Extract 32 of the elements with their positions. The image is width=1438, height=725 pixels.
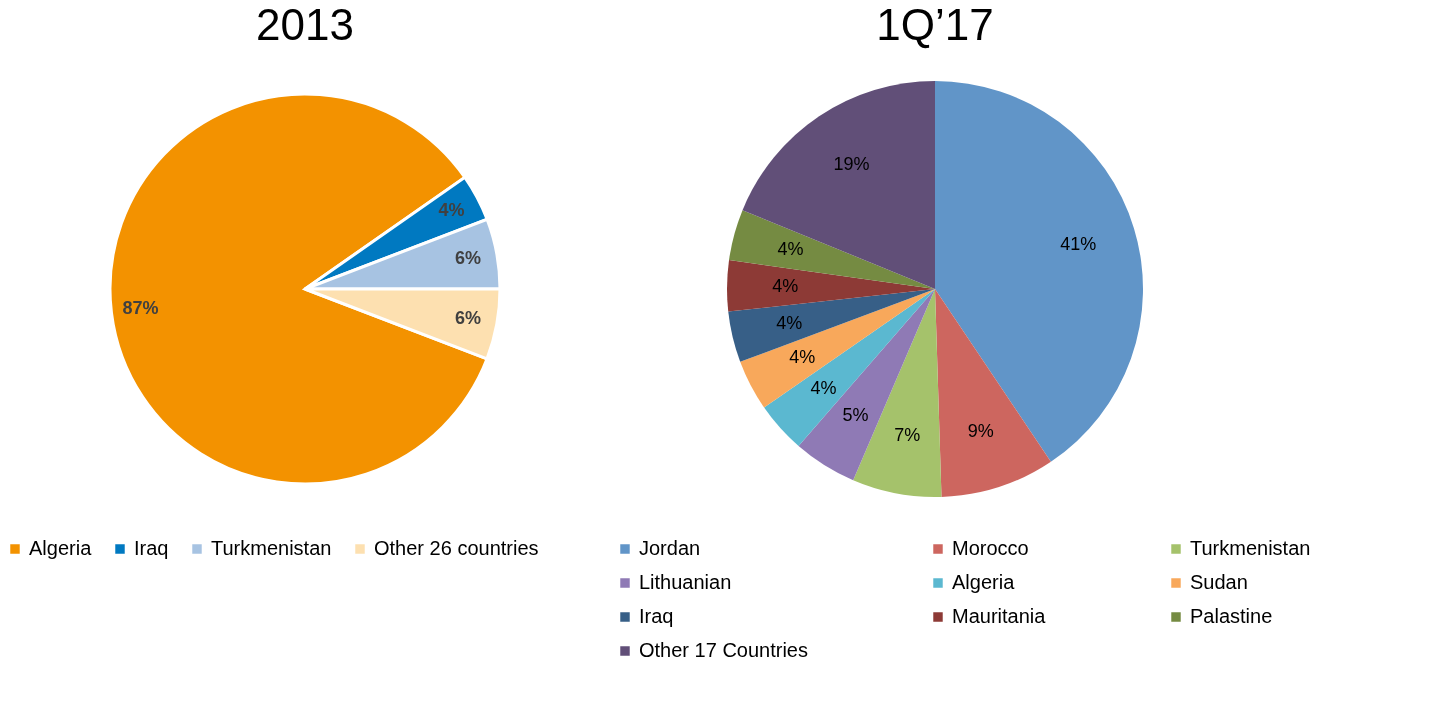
chart-title: 1Q’17 bbox=[876, 0, 994, 49]
legend-label: Sudan bbox=[1190, 571, 1248, 593]
legend-label: Turkmenistan bbox=[1190, 537, 1311, 559]
data-label: 4% bbox=[776, 312, 803, 333]
data-label: 87% bbox=[122, 298, 159, 319]
legend-label: Iraq bbox=[639, 605, 674, 627]
legend-label: Palastine bbox=[1190, 605, 1273, 627]
data-label: 4% bbox=[777, 238, 804, 259]
data-label: 5% bbox=[842, 404, 869, 425]
legend-label: Other 26 countries bbox=[374, 537, 539, 559]
legend-label: Morocco bbox=[952, 537, 1029, 559]
chart-title: 2013 bbox=[256, 0, 354, 49]
legend-label: Algeria bbox=[29, 537, 93, 559]
data-label: 7% bbox=[894, 425, 921, 446]
data-label: 9% bbox=[967, 420, 994, 441]
data-label: 19% bbox=[833, 153, 870, 174]
legend-label: Mauritania bbox=[952, 605, 1047, 627]
data-label: 4% bbox=[772, 275, 799, 296]
data-label: 4% bbox=[438, 200, 465, 221]
legend-label: Turkmenistan bbox=[211, 537, 332, 559]
legend-label: Algeria bbox=[952, 571, 1016, 593]
data-label: 6% bbox=[454, 247, 482, 268]
data-label: 6% bbox=[454, 308, 481, 329]
legend-label: Jordan bbox=[639, 537, 701, 559]
legend-label: Iraq bbox=[134, 537, 169, 559]
data-label: 4% bbox=[810, 377, 837, 398]
pie-slice bbox=[935, 81, 1143, 462]
data-label: 41% bbox=[1060, 234, 1097, 255]
legend-label: Lithuanian bbox=[639, 571, 732, 593]
pie-slice bbox=[935, 289, 1051, 497]
legend-label: Other 17 Countries bbox=[639, 639, 808, 661]
data-label: 4% bbox=[789, 347, 816, 368]
